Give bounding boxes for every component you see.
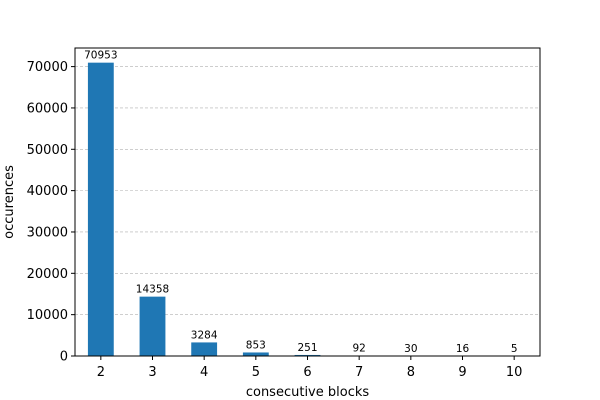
- y-tick-label: 60000: [27, 101, 68, 116]
- x-tick-label: 3: [148, 365, 156, 380]
- bars: [87, 62, 528, 356]
- y-axis-label: occurences: [2, 165, 17, 239]
- x-tick-label: 7: [355, 365, 363, 380]
- data-label-2: 70953: [84, 50, 117, 62]
- bar-4: [191, 342, 218, 356]
- data-label-5: 853: [246, 339, 266, 351]
- x-tick-label: 2: [97, 365, 105, 380]
- y-tick-label: 70000: [27, 60, 68, 75]
- bar-5: [242, 352, 269, 356]
- data-label-8: 30: [404, 343, 417, 355]
- grid-lines: [75, 66, 540, 315]
- y-tick-label: 20000: [27, 267, 68, 282]
- y-axis: 0 10000 20000 30000 40000 50000 60000 70000: [27, 60, 75, 365]
- data-label-3: 14358: [136, 284, 169, 296]
- data-label-7: 92: [352, 343, 365, 355]
- x-tick-label: 5: [252, 365, 260, 380]
- bar-6: [294, 354, 321, 356]
- bar-2: [87, 62, 114, 356]
- data-label-9: 16: [456, 343, 470, 355]
- y-tick-label: 50000: [27, 143, 68, 158]
- x-tick-label: 6: [303, 365, 311, 380]
- x-axis-label: consecutive blocks: [246, 385, 370, 400]
- x-tick-label: 8: [407, 365, 415, 380]
- x-axis: 2 3 4 5 6 7 8 9 10: [97, 356, 523, 380]
- y-tick-label: 10000: [27, 308, 68, 323]
- data-label-6: 251: [297, 342, 317, 354]
- x-tick-label: 4: [200, 365, 208, 380]
- x-tick-label: 9: [458, 365, 466, 380]
- y-tick-label: 40000: [27, 184, 68, 199]
- bar-3: [139, 296, 166, 356]
- data-labels: 70953 14358 3284 853 251 92 30 16 5: [84, 50, 517, 355]
- y-tick-label: 0: [60, 350, 68, 365]
- data-label-4: 3284: [191, 329, 218, 341]
- y-tick-label: 30000: [27, 225, 68, 240]
- x-tick-label: 10: [506, 365, 523, 380]
- data-label-10: 5: [511, 343, 518, 355]
